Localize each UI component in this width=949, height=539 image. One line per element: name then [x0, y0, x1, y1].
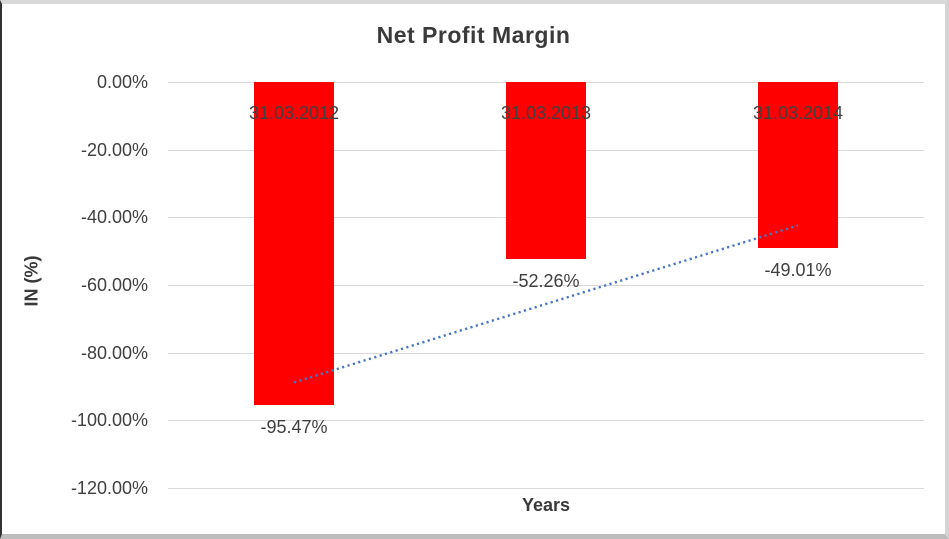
gridline — [168, 420, 924, 422]
gridline — [168, 488, 924, 489]
y-axis-tick: 0.00% — [96, 72, 148, 92]
y-axis-title: IN (%) — [21, 255, 42, 307]
category-label: 31.03.2013 — [500, 103, 592, 123]
x-axis-title: Years — [521, 495, 571, 515]
y-axis-tick: -60.00% — [80, 275, 148, 295]
value-label: -49.01% — [764, 259, 832, 280]
y-axis-tick: -80.00% — [80, 342, 148, 363]
category-label: 31.03.2014 — [752, 103, 844, 123]
category-label: 31.03.2012 — [248, 103, 340, 123]
y-axis-tick: -100.00% — [70, 410, 148, 431]
bar-2014 — [758, 82, 838, 248]
chart-title: Net Profit Margin — [376, 22, 571, 48]
bar-2012 — [254, 82, 334, 405]
value-label: -52.26% — [512, 270, 580, 291]
y-axis-tick: -40.00% — [80, 207, 148, 228]
y-axis-tick: -20.00% — [80, 139, 148, 160]
value-label: -95.47% — [260, 417, 328, 437]
y-axis-tick: -120.00% — [70, 478, 148, 498]
